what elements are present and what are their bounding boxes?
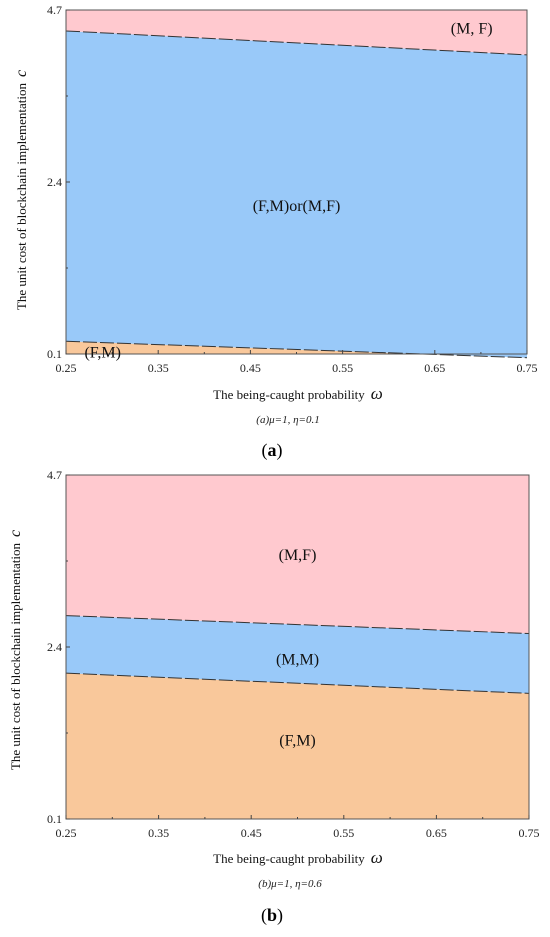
x-tick-label: 0.55: [333, 826, 354, 840]
y-axis-title: The unit cost of blockchain implementati…: [13, 70, 30, 310]
region-area: [66, 475, 529, 634]
x-tick-label: 0.65: [426, 826, 447, 840]
x-tick-label: 0.35: [148, 826, 169, 840]
x-tick-label: 0.75: [517, 361, 538, 375]
parameter-caption: (a)μ=1, η=0.1: [256, 414, 319, 426]
region-label: (F,M): [84, 345, 121, 362]
boundary-line: [65, 340, 528, 359]
boundary-lines: [65, 30, 528, 359]
y-tick-label: 2.4: [47, 640, 62, 654]
x-tick-label: 0.75: [519, 826, 540, 840]
x-axis-title: The being-caught probability ω: [213, 384, 383, 403]
boundary-line: [65, 615, 530, 635]
x-tick-label: 0.45: [240, 361, 261, 375]
x-tick-label: 0.25: [56, 826, 77, 840]
x-axis-title: The being-caught probability ω: [213, 848, 383, 867]
y-tick-label: 4.7: [47, 468, 62, 482]
x-tick-label: 0.65: [424, 361, 445, 375]
parameter-caption: (b)μ=1, η=0.6: [258, 878, 322, 890]
region-label: (M,M): [276, 652, 319, 669]
boundary-line: [65, 672, 530, 694]
y-tick-label: 0.1: [47, 347, 62, 361]
boundary-line: [65, 30, 528, 56]
region-area: [66, 10, 527, 55]
region-area: [66, 673, 529, 819]
boundary-lines: [65, 615, 530, 694]
region-areas: [66, 475, 529, 819]
y-tick-label: 4.7: [47, 3, 62, 17]
x-tick-label: 0.25: [56, 361, 77, 375]
region-area: [66, 30, 527, 358]
panel-caption: (b): [261, 905, 283, 926]
axis-ticks: 0.25 0.35 0.45 0.55 0.65 0.75 0.1 2.4 4.7: [47, 3, 538, 375]
y-tick-label: 0.1: [47, 812, 62, 826]
region-label: (F,M): [279, 732, 316, 749]
region-area: [66, 615, 529, 694]
x-tick-label: 0.55: [332, 361, 353, 375]
region-labels: (F,M) (M,M) (M,F): [276, 547, 319, 749]
region-labels: (F,M) (F,M)or(M,F) (M, F): [84, 21, 492, 362]
axis-ticks: 0.25 0.35 0.45 0.55 0.65 0.75 0.1 2.4 4.7: [47, 468, 540, 840]
region-label: (M,F): [279, 547, 317, 564]
x-tick-label: 0.35: [148, 361, 169, 375]
panel-caption: (a): [262, 440, 283, 461]
chart-panel-a: 0.25 0.35 0.45 0.55 0.65 0.750.12.44.7 (F,M)(…: [13, 3, 538, 461]
chart-panel-b: 0.25 0.35 0.45 0.55 0.65 0.750.12.44.7 (F,M)(…: [7, 468, 540, 926]
x-tick-label: 0.45: [241, 826, 262, 840]
region-areas: [66, 10, 527, 358]
region-label: (F,M)or(M,F): [253, 198, 341, 215]
y-tick-label: 2.4: [47, 175, 62, 189]
region-label: (M, F): [451, 21, 493, 38]
y-axis-title: The unit cost of blockchain implementati…: [7, 530, 24, 770]
